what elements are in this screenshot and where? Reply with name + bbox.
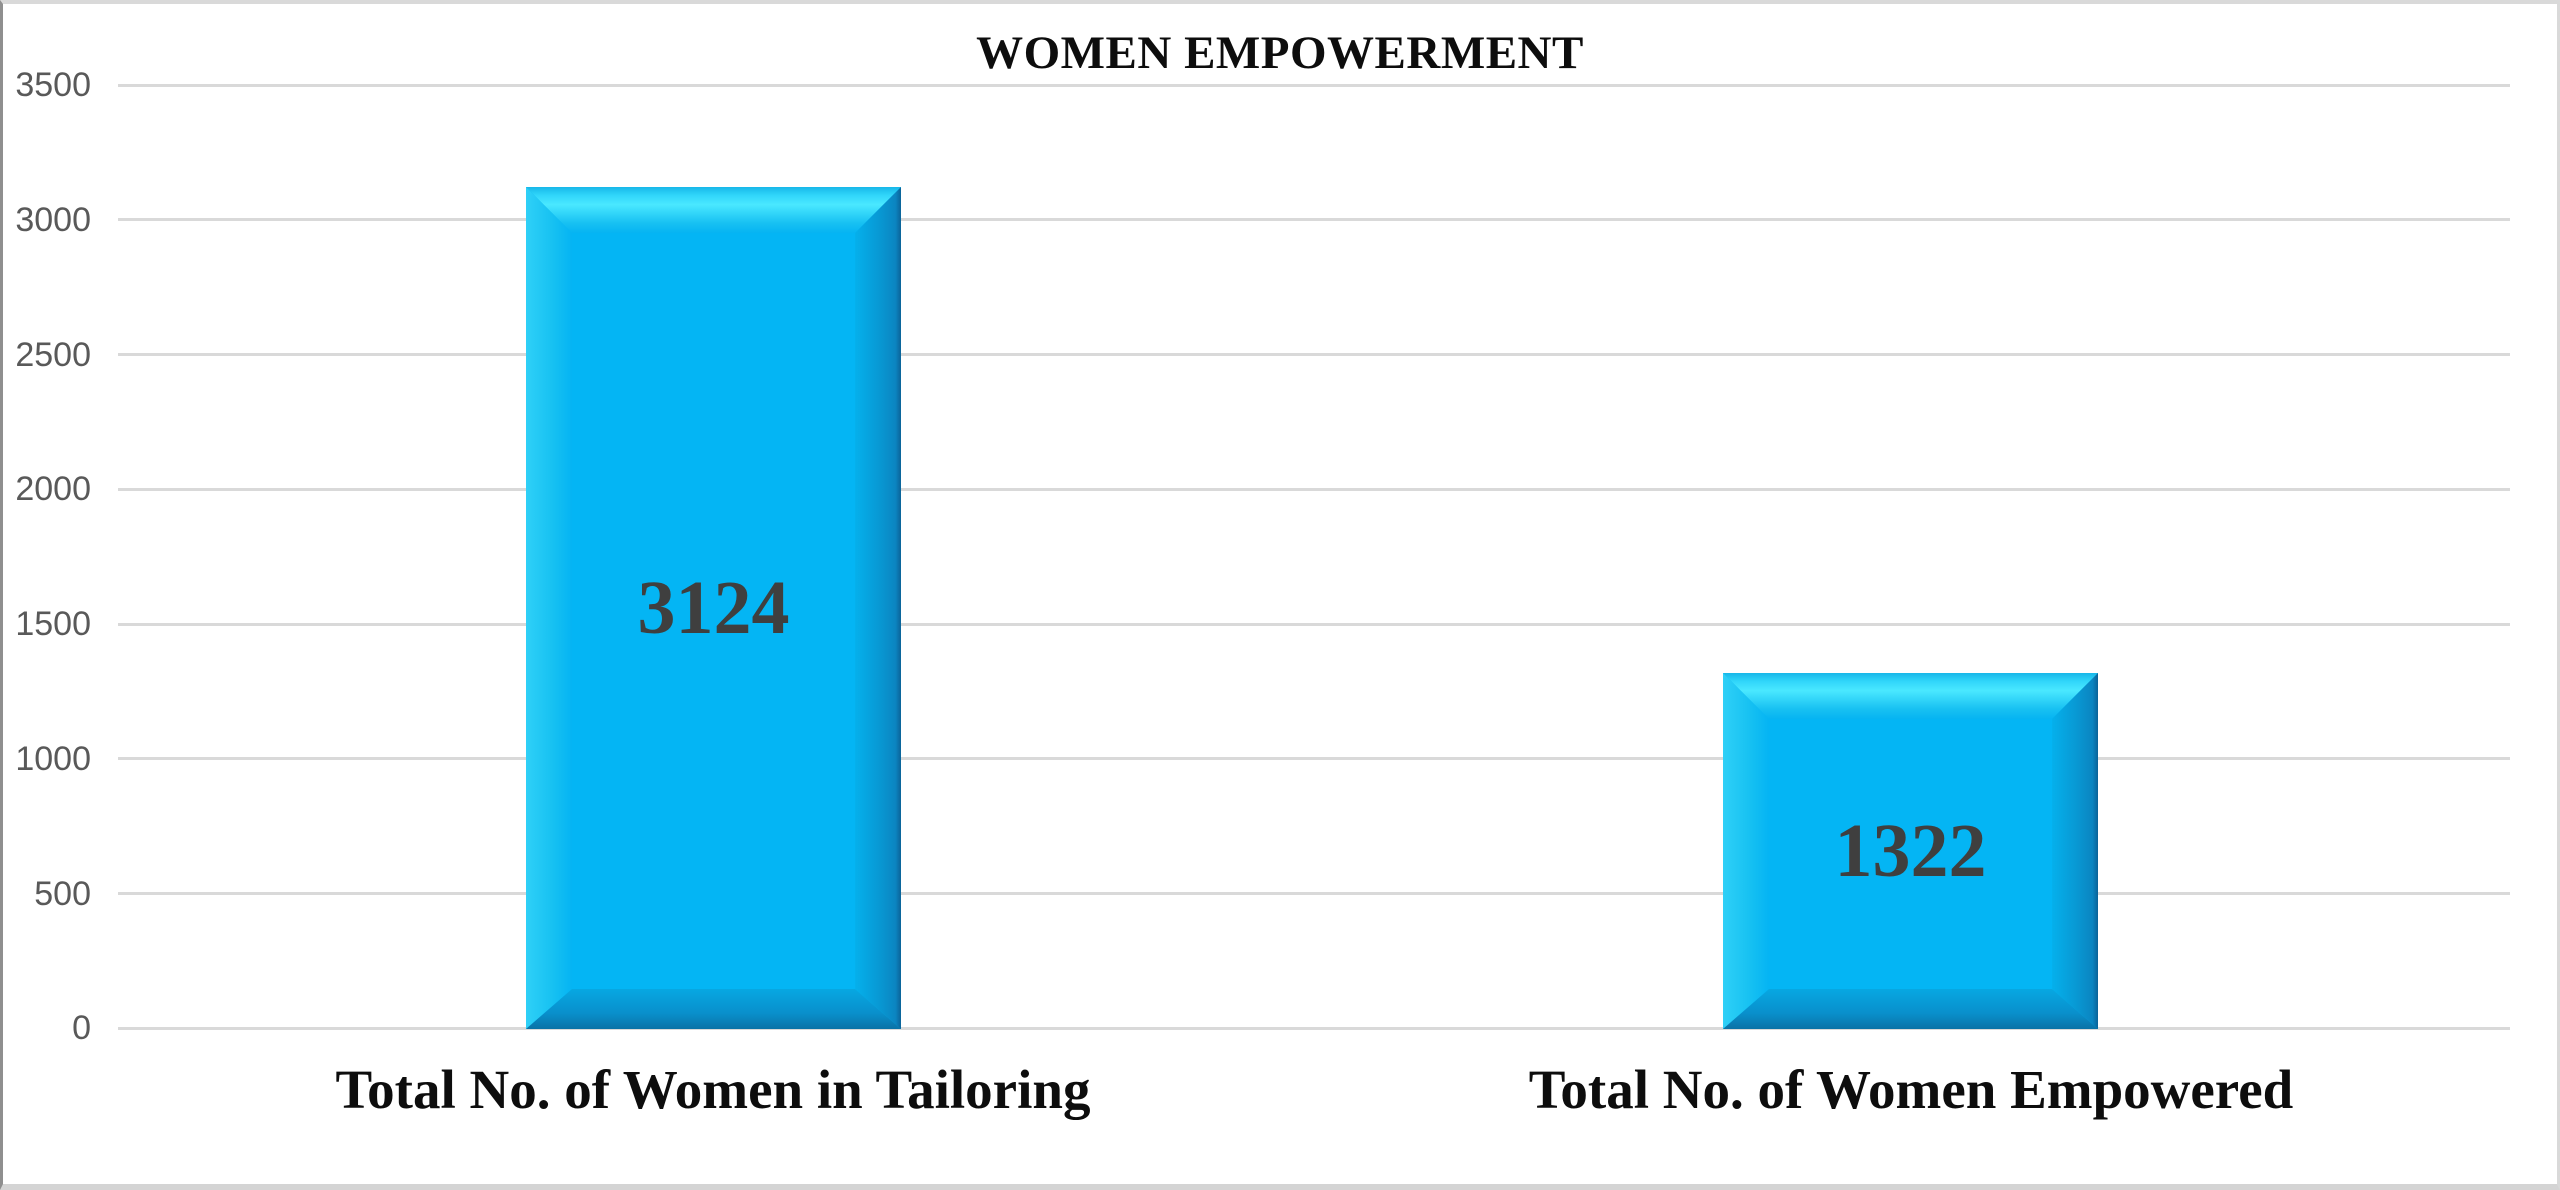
y-tick-label-3500: 3500 xyxy=(15,66,91,104)
gridline-3000 xyxy=(118,218,2510,222)
y-tick-label-500: 500 xyxy=(34,874,91,913)
bar-bevel-top xyxy=(526,187,901,233)
y-tick-label-1500: 1500 xyxy=(15,605,91,644)
gridline-2500 xyxy=(118,353,2510,357)
bar-bevel-bottom xyxy=(1723,989,2098,1029)
bar-bevel-top xyxy=(1723,673,2098,719)
gridline-0 xyxy=(118,1026,2510,1030)
bar-women-in-tailoring: 3124 xyxy=(526,187,901,1029)
y-tick-label-0: 0 xyxy=(72,1009,91,1048)
category-label-empowered: Total No. of Women Empowered xyxy=(1528,1059,2294,1120)
y-tick-label-2000: 2000 xyxy=(15,470,91,509)
gridline-500 xyxy=(118,892,2510,896)
y-tick-label-3000: 3000 xyxy=(15,200,91,239)
bar-bevel-bottom xyxy=(526,989,901,1029)
y-tick-label-2500: 2500 xyxy=(15,335,91,374)
bar-value-label-empowered: 1322 xyxy=(1834,808,1987,893)
y-tick-label-1000: 1000 xyxy=(15,739,91,778)
bar-bevel-right xyxy=(855,187,901,1029)
bar-women-empowered: 1322 xyxy=(1723,673,2098,1029)
gridline-2000 xyxy=(118,487,2510,491)
bar-bevel-right xyxy=(2052,673,2098,1029)
gridline-1000 xyxy=(118,757,2510,761)
bar-value-label-tailoring: 3124 xyxy=(637,565,790,650)
gridline-1500 xyxy=(118,622,2510,626)
chart-title: WOMEN EMPOWERMENT xyxy=(976,27,1584,79)
plot-area: WOMEN EMPOWERMENT 0 500 1000 1500 2000 2500 30… xyxy=(3,4,2557,1184)
bar-bevel-left xyxy=(1723,673,1769,1029)
gridline-3500 xyxy=(118,83,2510,87)
category-label-tailoring: Total No. of Women in Tailoring xyxy=(335,1059,1091,1120)
bar-bevel-left xyxy=(526,187,572,1029)
